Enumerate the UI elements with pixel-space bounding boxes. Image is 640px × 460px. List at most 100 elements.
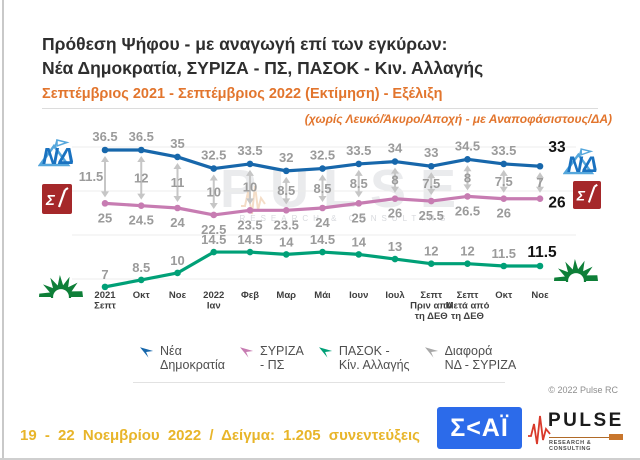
svg-text:8.5: 8.5 bbox=[132, 260, 150, 275]
svg-text:33.5: 33.5 bbox=[237, 143, 262, 158]
svg-text:26: 26 bbox=[548, 195, 566, 212]
svg-text:Ιαν: Ιαν bbox=[207, 301, 221, 312]
svg-text:Φεβ: Φεβ bbox=[241, 290, 259, 301]
nd-logo-left-icon: ΝΔ bbox=[38, 139, 74, 167]
svg-text:33: 33 bbox=[424, 145, 438, 160]
svg-text:14.5: 14.5 bbox=[310, 232, 335, 247]
svg-text:14.5: 14.5 bbox=[201, 232, 226, 247]
syriza-logo-left-icon: Σ bbox=[42, 184, 72, 214]
legend-separator bbox=[133, 382, 505, 383]
legend-item-pasok: ΠΑΣΟΚ - Κίν. Αλλαγής bbox=[318, 344, 410, 372]
svg-text:10: 10 bbox=[170, 253, 184, 268]
svg-text:Οκτ: Οκτ bbox=[133, 290, 151, 301]
page-title: Πρόθεση Ψήφου - με αναγωγή επί των εγκύρ… bbox=[42, 32, 483, 80]
svg-text:11: 11 bbox=[171, 175, 185, 190]
svg-text:τη ΔΕΘ: τη ΔΕΘ bbox=[451, 311, 484, 322]
svg-text:11.5: 11.5 bbox=[79, 169, 104, 184]
svg-text:12: 12 bbox=[134, 170, 148, 185]
svg-text:Ιουλ: Ιουλ bbox=[385, 290, 405, 301]
svg-text:2021: 2021 bbox=[94, 290, 116, 301]
legend: Νέα Δημοκρατία ΣΥΡΙΖΑ - ΠΣ ΠΑΣΟΚ - Κίν. Αλλ… bbox=[140, 344, 516, 372]
svg-text:14: 14 bbox=[352, 234, 367, 249]
svg-text:8: 8 bbox=[391, 173, 398, 188]
svg-text:Σεπτ: Σεπτ bbox=[94, 301, 116, 312]
svg-text:23.5: 23.5 bbox=[274, 217, 299, 232]
header-separator bbox=[42, 108, 598, 109]
bottom-border-line bbox=[0, 458, 640, 460]
svg-text:36.5: 36.5 bbox=[129, 129, 154, 144]
fieldwork-sample-text: 19 - 22 Νοεμβρίου 2022 / Δείγμα: 1.205 σ… bbox=[20, 427, 420, 444]
svg-text:14.5: 14.5 bbox=[237, 232, 262, 247]
svg-text:26: 26 bbox=[497, 206, 511, 221]
svg-text:ΝΔ: ΝΔ bbox=[567, 152, 598, 175]
left-border-line bbox=[2, 0, 4, 460]
svg-text:2022: 2022 bbox=[203, 290, 224, 301]
svg-text:8: 8 bbox=[464, 170, 471, 185]
svg-text:22.5: 22.5 bbox=[201, 222, 226, 237]
svg-text:12: 12 bbox=[424, 244, 438, 259]
pasok-logo-left-icon bbox=[39, 275, 83, 298]
svg-text:34: 34 bbox=[388, 141, 403, 156]
syriza-logo-right-icon: Σ bbox=[573, 181, 601, 209]
svg-text:32.5: 32.5 bbox=[310, 148, 335, 163]
svg-text:33.5: 33.5 bbox=[491, 143, 516, 158]
svg-text:24: 24 bbox=[170, 215, 185, 230]
legend-item-syriza: ΣΥΡΙΖΑ - ΠΣ bbox=[239, 344, 304, 372]
svg-text:11.5: 11.5 bbox=[491, 246, 516, 261]
svg-text:7.5: 7.5 bbox=[422, 176, 440, 191]
svg-text:ΝΔ: ΝΔ bbox=[42, 143, 74, 167]
svg-text:Μάι: Μάι bbox=[314, 290, 331, 301]
svg-text:33: 33 bbox=[548, 139, 566, 156]
difference-series-marker-icon bbox=[424, 347, 438, 358]
svg-text:11.5: 11.5 bbox=[527, 244, 557, 261]
svg-text:10: 10 bbox=[243, 180, 257, 195]
legend-item-difference: Διαφορά ΝΔ - ΣΥΡΙΖΑ bbox=[424, 344, 516, 372]
svg-text:7: 7 bbox=[536, 175, 543, 190]
skai-logo: Σ<ΑΪ bbox=[437, 407, 522, 449]
svg-text:8.5: 8.5 bbox=[313, 181, 331, 196]
syriza-series-marker-icon bbox=[239, 347, 254, 358]
svg-text:34.5: 34.5 bbox=[455, 138, 480, 153]
svg-text:32.5: 32.5 bbox=[201, 148, 226, 163]
svg-text:Μαρ: Μαρ bbox=[276, 290, 296, 301]
nd-series-marker-icon bbox=[140, 347, 154, 358]
chart-svg: 36.5 36.5 35 32.5 33.5 32 32.5 33.5 34 33 34.5 33.5… bbox=[72, 129, 576, 322]
svg-text:Νοε: Νοε bbox=[531, 290, 549, 301]
svg-text:13: 13 bbox=[388, 239, 402, 254]
svg-text:12: 12 bbox=[460, 244, 474, 259]
svg-text:23.5: 23.5 bbox=[237, 217, 262, 232]
svg-text:25: 25 bbox=[98, 210, 112, 225]
pulse-logo-rule bbox=[549, 437, 623, 438]
svg-text:Νοε: Νοε bbox=[169, 290, 187, 301]
svg-text:τη ΔΕΘ: τη ΔΕΘ bbox=[415, 311, 448, 322]
svg-text:24.5: 24.5 bbox=[129, 213, 154, 228]
methodology-note: (χωρίς Λευκό/Άκυρο/Αποχή - με Αναποφάσισ… bbox=[304, 112, 612, 126]
svg-text:Σ: Σ bbox=[576, 188, 586, 204]
legend-item-nd: Νέα Δημοκρατία bbox=[140, 344, 225, 372]
svg-text:8.5: 8.5 bbox=[350, 176, 368, 191]
pasok-logo-right-icon bbox=[554, 259, 598, 282]
nd-logo-right-icon: ΝΔ bbox=[563, 148, 598, 175]
svg-text:Σεπτ: Σεπτ bbox=[420, 290, 442, 301]
pulse-logo: PULSE RESEARCH & CONSULTING bbox=[527, 406, 625, 452]
svg-text:Σ: Σ bbox=[45, 192, 56, 209]
svg-text:Πριν από: Πριν από bbox=[410, 301, 452, 312]
svg-text:7: 7 bbox=[101, 267, 108, 282]
pasok-series-marker-icon bbox=[318, 347, 332, 358]
svg-text:8.5: 8.5 bbox=[277, 183, 295, 198]
copyright-text: © 2022 Pulse RC bbox=[548, 385, 618, 395]
pulse-logo-subtext: RESEARCH & CONSULTING bbox=[549, 440, 592, 452]
svg-text:25.5: 25.5 bbox=[419, 208, 444, 223]
title-line-2: Νέα Δημοκρατία, ΣΥΡΙΖΑ - ΠΣ, ΠΑΣΟΚ - Κιν… bbox=[42, 58, 484, 78]
svg-text:10: 10 bbox=[207, 184, 221, 199]
svg-text:14: 14 bbox=[279, 234, 294, 249]
svg-text:35: 35 bbox=[170, 136, 184, 151]
svg-text:7.5: 7.5 bbox=[495, 174, 513, 189]
svg-text:25: 25 bbox=[352, 210, 366, 225]
skai-logo-text: Σ<ΑΪ bbox=[450, 413, 509, 442]
pulse-waveform-icon bbox=[528, 415, 551, 445]
svg-text:Ιουν: Ιουν bbox=[349, 290, 368, 301]
pulse-logo-text: PULSE bbox=[548, 410, 624, 431]
svg-text:Μετά από: Μετά από bbox=[446, 301, 490, 312]
